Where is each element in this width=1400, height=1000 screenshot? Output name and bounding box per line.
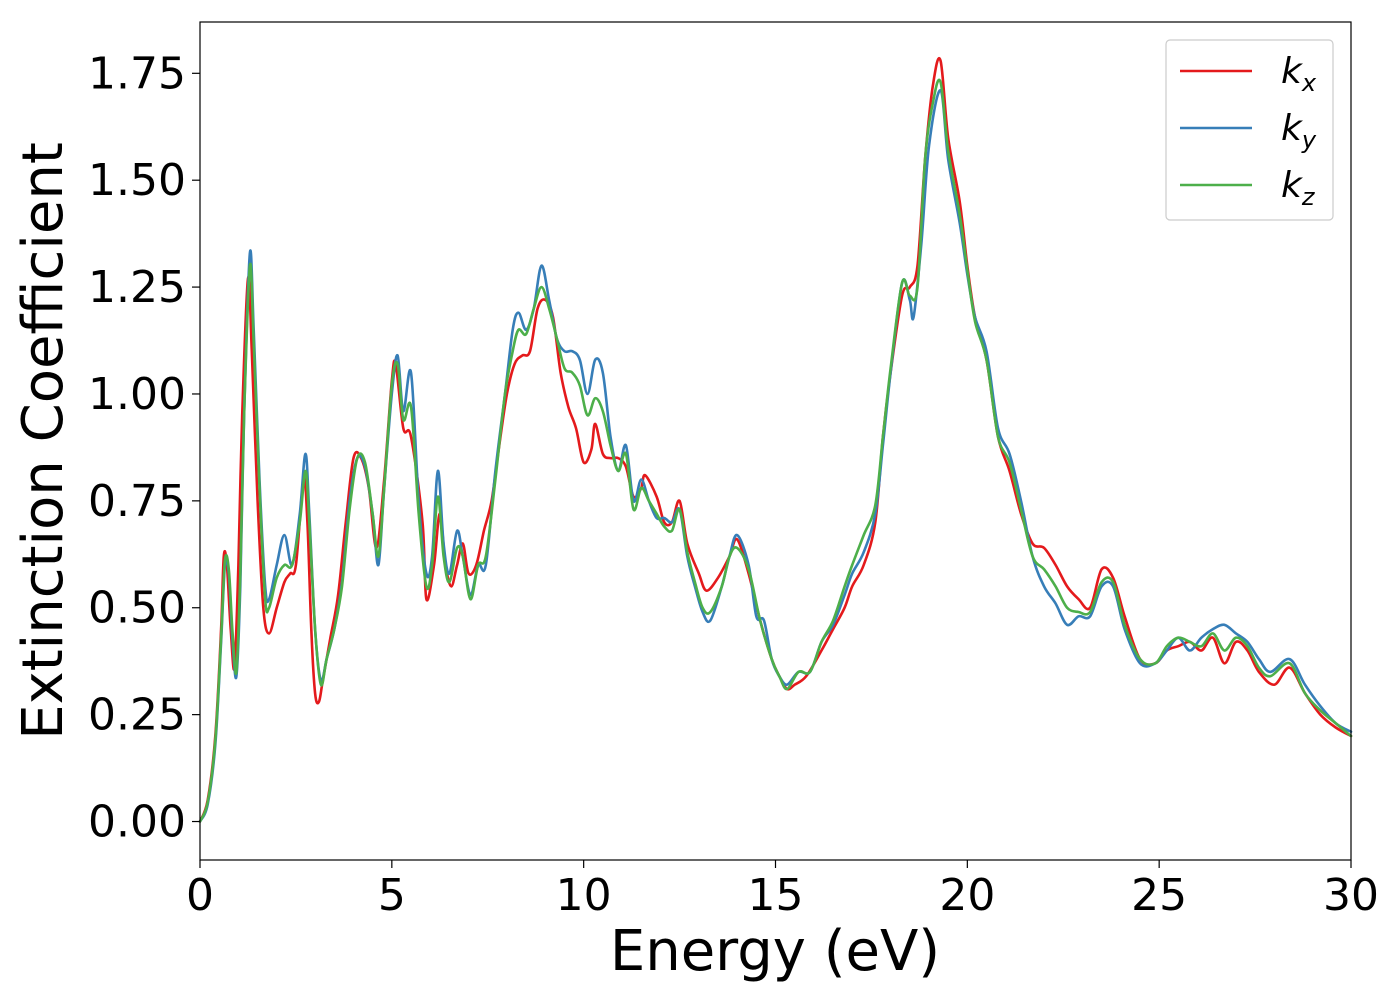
series-line-z bbox=[198, 78, 1353, 823]
x-axis-ticks: 0 5 10 15 20 25 30 bbox=[186, 860, 1379, 921]
y-tick-label: 0.50 bbox=[88, 583, 186, 634]
y-tick-label: 1.50 bbox=[88, 155, 186, 206]
y-axis-ticks: 0.00 0.25 0.50 0.75 1.00 1.25 1.50 1.75 bbox=[88, 48, 200, 848]
y-tick-label: 0.75 bbox=[88, 476, 186, 527]
x-tick-label: 15 bbox=[748, 870, 804, 921]
y-tick-label: 1.25 bbox=[88, 262, 186, 313]
legend-label-z: kz bbox=[1281, 165, 1316, 211]
legend-frame bbox=[1165, 39, 1334, 221]
series-layer bbox=[198, 57, 1353, 823]
legend-label-x: kx bbox=[1281, 51, 1317, 97]
legend-label-y: ky bbox=[1281, 108, 1317, 154]
x-axis-title: Energy (eV) bbox=[610, 919, 940, 984]
legend: kx ky kz bbox=[1165, 39, 1334, 221]
y-tick-label: 0.25 bbox=[88, 690, 186, 741]
x-tick-label: 5 bbox=[378, 870, 406, 921]
x-tick-label: 10 bbox=[556, 870, 612, 921]
x-tick-label: 30 bbox=[1323, 870, 1379, 921]
x-tick-label: 25 bbox=[1131, 870, 1187, 921]
x-tick-label: 0 bbox=[186, 870, 214, 921]
y-axis-title: Extinction Coefficient bbox=[11, 142, 76, 740]
y-tick-label: 0.00 bbox=[88, 797, 186, 848]
x-tick-label: 20 bbox=[939, 870, 995, 921]
y-tick-label: 1.00 bbox=[88, 369, 186, 420]
y-tick-label: 1.75 bbox=[88, 48, 186, 99]
